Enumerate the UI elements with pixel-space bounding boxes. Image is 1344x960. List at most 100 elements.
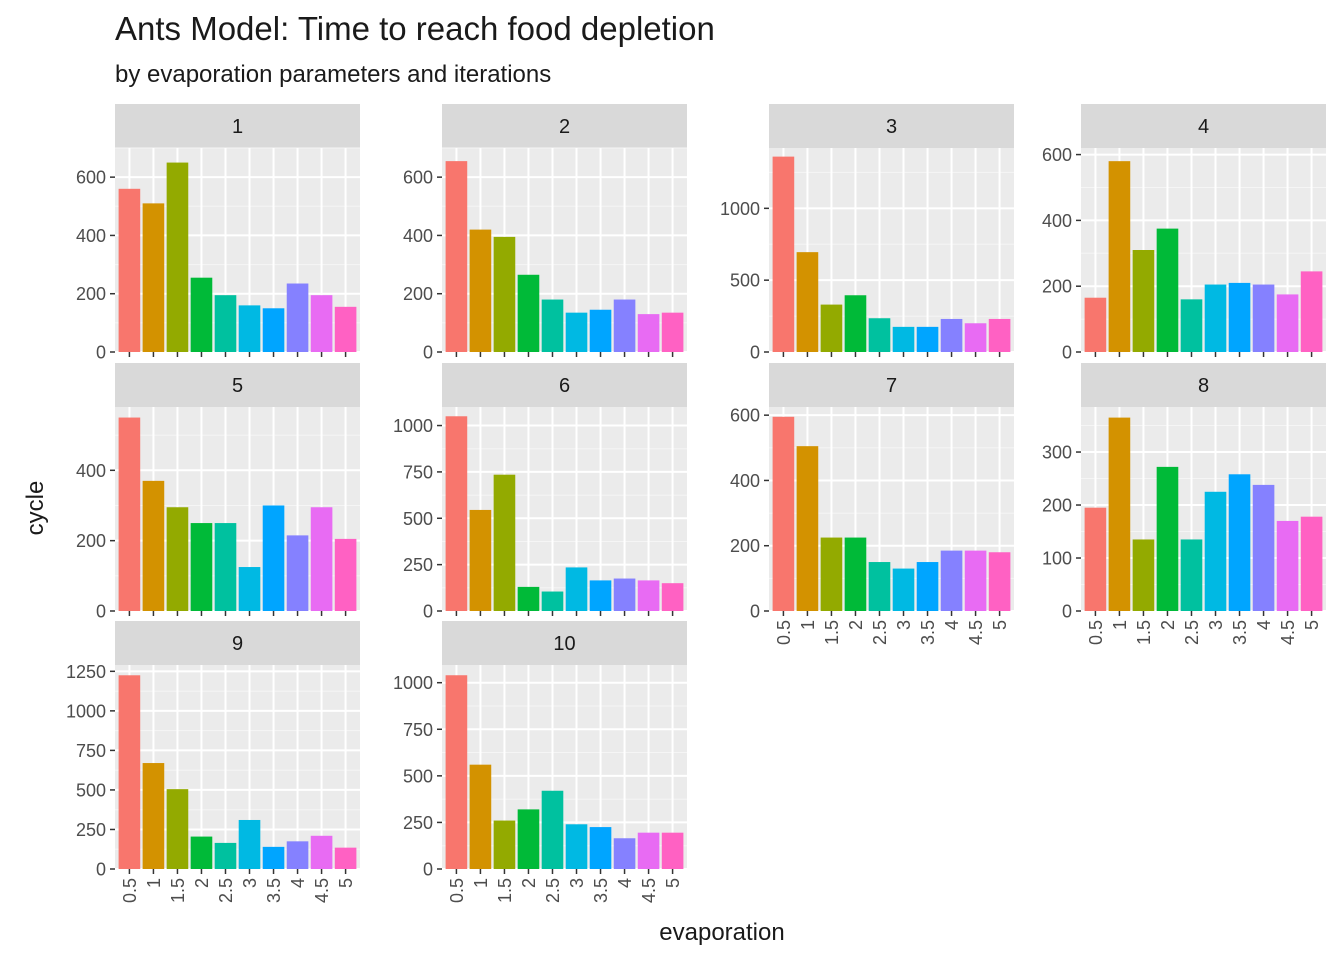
y-tick-label: 400	[76, 461, 106, 481]
bar	[541, 591, 564, 611]
bar	[1180, 539, 1203, 611]
y-tick-label: 250	[403, 813, 433, 833]
bar	[1300, 516, 1323, 611]
x-tick-label: 4	[942, 620, 962, 630]
bar	[541, 790, 564, 869]
y-tick-label: 0	[423, 602, 433, 622]
facet-strip-label: 10	[553, 633, 575, 655]
facet-strip-label: 6	[559, 375, 570, 397]
bar	[166, 507, 189, 611]
y-tick-label: 750	[76, 741, 106, 761]
x-tick-label: 0.5	[1086, 620, 1106, 645]
bar	[334, 538, 357, 611]
x-tick-label: 5	[1302, 620, 1322, 630]
x-tick-label: 1	[144, 878, 164, 888]
bar	[493, 820, 516, 869]
x-tick-label: 4.5	[639, 878, 659, 903]
y-tick-label: 250	[76, 820, 106, 840]
x-tick-label: 4.5	[966, 620, 986, 645]
bar	[334, 306, 357, 352]
bar	[1228, 474, 1251, 611]
bar	[868, 562, 891, 611]
bar	[637, 832, 660, 869]
bar	[469, 229, 492, 352]
bar	[661, 832, 684, 869]
y-tick-label: 1250	[66, 662, 106, 682]
facet-strip	[1081, 104, 1326, 148]
facet-panel-1: 1 0 200 400 600	[76, 104, 360, 363]
x-tick-label: 0.5	[120, 878, 140, 903]
bar	[613, 578, 636, 611]
bar	[517, 586, 540, 611]
bar	[916, 326, 939, 352]
bar	[286, 535, 309, 611]
y-tick-label: 750	[403, 462, 433, 482]
y-tick-label: 0	[96, 602, 106, 622]
bar	[118, 675, 141, 869]
y-tick-label: 0	[1062, 343, 1072, 363]
bar	[637, 314, 660, 352]
bar	[445, 161, 468, 352]
bar	[1204, 491, 1227, 611]
bar	[1084, 507, 1107, 611]
y-tick-label: 200	[1042, 277, 1072, 297]
y-tick-label: 500	[403, 509, 433, 529]
y-tick-label: 750	[403, 720, 433, 740]
y-tick-label: 400	[730, 471, 760, 491]
facet-panel-8: 8 0 100 200 300 0.5 1 1.5 2 2.5 3 3.5 4 4.5 5	[1042, 363, 1326, 645]
y-tick-label: 0	[1062, 602, 1072, 622]
y-tick-label: 600	[76, 168, 106, 188]
bar	[565, 824, 588, 869]
bar	[214, 523, 237, 611]
x-tick-label: 1	[471, 878, 491, 888]
bar	[1252, 484, 1275, 611]
bar	[214, 842, 237, 869]
y-tick-label: 0	[750, 602, 760, 622]
x-tick-label: 2	[192, 878, 212, 888]
bar	[118, 188, 141, 352]
bar	[892, 568, 915, 611]
bar	[142, 203, 165, 352]
bar	[262, 846, 285, 869]
bar	[517, 274, 540, 352]
x-tick-label: 1	[1110, 620, 1130, 630]
bar	[1204, 284, 1227, 352]
y-tick-label: 1000	[720, 199, 760, 219]
y-tick-label: 300	[1042, 443, 1072, 463]
bar	[1228, 282, 1251, 352]
bar	[214, 295, 237, 352]
bar	[1252, 284, 1275, 352]
bar	[820, 304, 843, 352]
bar	[613, 299, 636, 352]
facet-panel-9: 9 0 250 500 750 1000 1250 0.5 1 1.5 2 2.5 3 3.5 4 4.5 5	[66, 621, 360, 903]
facet-strip-label: 3	[886, 116, 897, 138]
facet-strip	[115, 363, 360, 407]
y-tick-label: 500	[403, 766, 433, 786]
facet-strip	[442, 104, 687, 148]
bar	[940, 318, 963, 352]
bar	[940, 550, 963, 611]
bar	[190, 277, 213, 352]
y-tick-label: 500	[76, 780, 106, 800]
bar	[796, 252, 819, 352]
bar	[772, 416, 795, 611]
bar	[286, 283, 309, 352]
bar	[988, 318, 1011, 352]
bar	[565, 567, 588, 611]
bar	[445, 675, 468, 869]
y-tick-label: 500	[730, 271, 760, 291]
y-tick-label: 0	[96, 343, 106, 363]
facet-strip-label: 1	[232, 116, 243, 138]
facet-panel-4: 4 0 200 400 600	[1042, 104, 1326, 363]
facet-strip-label: 9	[232, 633, 243, 655]
bar	[844, 295, 867, 352]
x-tick-label: 2.5	[870, 620, 890, 645]
bar	[796, 446, 819, 611]
y-tick-label: 200	[403, 284, 433, 304]
bar	[262, 308, 285, 352]
bar	[1276, 520, 1299, 611]
y-axis-title: cycle	[22, 481, 49, 536]
y-tick-label: 1000	[66, 701, 106, 721]
x-axis-title: evaporation	[659, 919, 784, 946]
